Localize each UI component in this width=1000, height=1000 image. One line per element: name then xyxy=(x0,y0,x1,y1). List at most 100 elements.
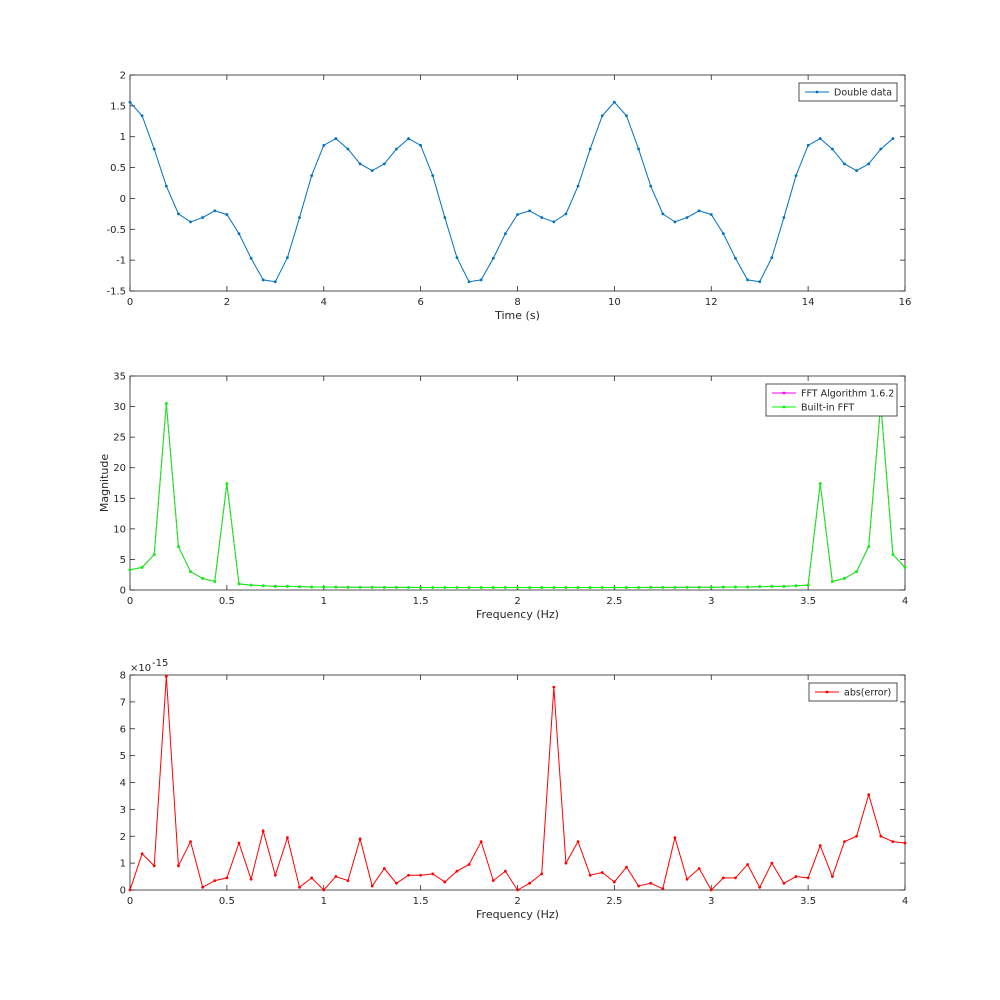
data-point xyxy=(867,545,871,548)
x-tick-label: 1 xyxy=(321,896,327,907)
series-abs-error xyxy=(128,674,907,892)
data-point xyxy=(225,213,229,216)
data-point xyxy=(843,840,846,844)
data-point xyxy=(382,585,386,589)
data-point xyxy=(370,585,374,589)
series-line-double-data xyxy=(129,101,894,283)
data-point xyxy=(697,867,701,870)
data-point xyxy=(625,865,628,869)
data-point xyxy=(201,216,205,219)
legend-box xyxy=(798,82,898,102)
data-point xyxy=(794,875,798,878)
x-tick-label: 1.5 xyxy=(413,896,429,907)
y-axis-label: Magnitude xyxy=(98,454,111,513)
data-point xyxy=(564,861,568,865)
y-tick-label: 3 xyxy=(120,805,126,816)
x-tick-label: 14 xyxy=(802,297,815,308)
legend: Double data xyxy=(798,82,898,102)
x-tick-label: 1.5 xyxy=(413,596,429,607)
data-point xyxy=(637,884,640,888)
data-point xyxy=(431,872,435,876)
data-point xyxy=(443,216,447,219)
x-tick-label: 0 xyxy=(127,596,133,607)
legend-label: Double data xyxy=(834,88,892,99)
data-point xyxy=(830,580,834,583)
data-point xyxy=(576,184,580,188)
data-point xyxy=(818,482,822,486)
data-point xyxy=(419,586,423,589)
chart-1: 0 2 4 6 8 10 12 14 16 -1.5 -1 -0.5 0 0.5 1 1.5 2 Time (s)… xyxy=(106,71,911,323)
data-point xyxy=(273,280,277,284)
data-point xyxy=(189,220,192,224)
y-tick-label: 0 xyxy=(120,886,126,897)
data-point xyxy=(673,585,677,589)
data-point xyxy=(346,585,350,589)
data-point xyxy=(685,585,689,589)
data-point xyxy=(286,256,289,260)
data-point xyxy=(407,873,410,877)
data-point xyxy=(818,137,822,140)
x-tick-label: 6 xyxy=(417,297,423,308)
x-tick-label: 3 xyxy=(708,596,714,607)
data-point xyxy=(734,585,737,589)
data-point xyxy=(128,568,132,572)
data-point xyxy=(891,137,895,140)
data-point xyxy=(794,174,798,177)
y-tick-label: 25 xyxy=(113,433,126,444)
data-point xyxy=(237,582,241,586)
data-point xyxy=(855,169,858,173)
data-point xyxy=(298,885,301,889)
series-double-data xyxy=(128,100,895,284)
data-point xyxy=(322,585,326,589)
data-point xyxy=(479,586,483,589)
data-point xyxy=(225,876,229,880)
x-tick-label: 4 xyxy=(902,596,908,607)
y-tick-label: -1.5 xyxy=(106,287,126,298)
data-point xyxy=(273,584,277,588)
data-point xyxy=(310,876,314,880)
data-point xyxy=(903,841,907,845)
series-built-in-fft xyxy=(128,402,907,589)
x-tick-label: 4 xyxy=(321,297,327,308)
data-point xyxy=(528,209,532,213)
data-point xyxy=(322,143,326,147)
y-tick-label: 15 xyxy=(113,494,126,505)
data-point xyxy=(467,586,471,589)
data-point xyxy=(140,565,144,569)
data-point xyxy=(334,875,338,878)
data-point xyxy=(625,114,628,118)
data-point xyxy=(419,143,423,147)
data-point xyxy=(721,232,725,236)
data-point xyxy=(552,685,556,689)
data-point xyxy=(673,836,677,839)
legend-box xyxy=(765,383,898,417)
legend-marker xyxy=(782,405,786,409)
data-point xyxy=(286,836,289,839)
legend-marker xyxy=(815,90,819,94)
y-tick-label: 1 xyxy=(120,859,126,870)
data-point xyxy=(298,585,301,589)
data-point xyxy=(564,212,568,216)
data-point xyxy=(273,873,277,877)
data-point xyxy=(261,829,265,833)
data-point xyxy=(249,256,253,260)
x-tick-label: 3 xyxy=(708,896,714,907)
data-point xyxy=(298,216,301,219)
data-point xyxy=(225,482,229,486)
exponent-power: -15 xyxy=(152,658,168,669)
series-line-abs-error xyxy=(129,676,906,891)
y-tick-label: -1 xyxy=(116,256,126,267)
data-point xyxy=(830,875,834,878)
data-point xyxy=(552,586,556,589)
y-tick-label: 6 xyxy=(120,724,126,735)
data-point xyxy=(661,212,665,216)
data-point xyxy=(503,586,507,589)
data-point xyxy=(261,278,265,282)
data-point xyxy=(746,278,749,282)
legend-box xyxy=(808,682,898,702)
data-point xyxy=(855,570,858,574)
data-point xyxy=(528,881,532,885)
x-tick-label: 2 xyxy=(514,596,520,607)
legend-marker xyxy=(782,391,786,395)
